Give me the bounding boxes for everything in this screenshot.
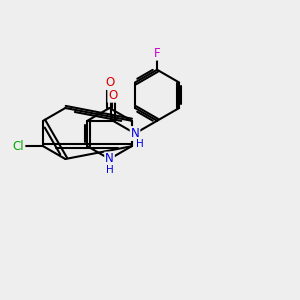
Text: O: O: [108, 89, 118, 102]
Text: Cl: Cl: [13, 140, 24, 153]
Text: F: F: [154, 47, 160, 60]
Text: O: O: [105, 76, 114, 89]
Text: H: H: [106, 165, 113, 176]
Text: H: H: [136, 139, 143, 149]
Text: N: N: [105, 152, 114, 166]
Text: N: N: [130, 127, 140, 140]
